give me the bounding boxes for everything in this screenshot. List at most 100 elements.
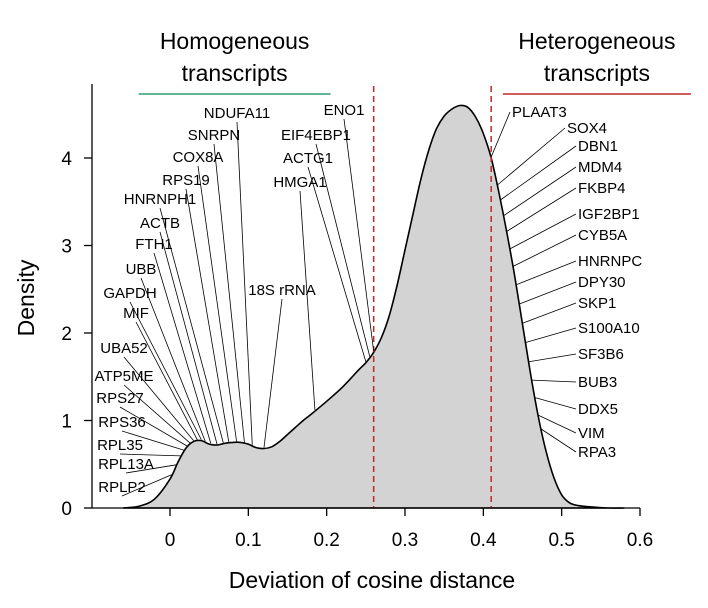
leader-line	[537, 414, 577, 434]
gene-label: RPS27	[96, 390, 144, 407]
leader-line	[497, 127, 566, 186]
gene-label: CYB5A	[578, 227, 627, 244]
leader-line	[213, 143, 245, 443]
leader-line	[531, 379, 577, 383]
gene-label: FKBP4	[578, 180, 626, 197]
y-axis-title: Density	[13, 259, 39, 336]
gene-label: IGF2BP1	[578, 206, 640, 223]
gene-label: MIF	[123, 305, 149, 322]
leader-line	[135, 321, 198, 441]
gene-label: FTH1	[135, 236, 173, 253]
gene-label: BUB3	[578, 374, 617, 391]
gene-label: ACTB	[140, 215, 180, 232]
gene-label: DPY30	[578, 274, 626, 291]
gene-label: RPA3	[578, 444, 616, 461]
gene-label: NDUFA11	[204, 105, 270, 122]
gene-label: ENO1	[324, 102, 365, 119]
leader-line	[525, 327, 577, 343]
gene-label: DDX5	[578, 401, 618, 418]
leader-line	[125, 464, 177, 474]
leader-line	[159, 207, 224, 443]
y-tick-label: 0	[61, 499, 72, 520]
y-tick-label: 2	[61, 324, 72, 345]
gene-label: ACTG1	[283, 150, 333, 167]
gene-label: PLAAT3	[512, 104, 567, 121]
leader-line	[299, 190, 316, 411]
x-tick-label: 0.5	[548, 530, 574, 551]
density-area-layer	[122, 104, 625, 509]
leader-line	[528, 353, 577, 363]
axes: 0 0.1 0.2 0.3 0.4 0.5 0.6 0 1 2 3 4	[61, 84, 653, 551]
leader-line	[121, 430, 185, 451]
gene-label: GAPDH	[103, 285, 156, 302]
gene-label: HNRNPC	[578, 253, 642, 270]
gene-label: COX8A	[173, 149, 224, 166]
leader-line	[506, 187, 577, 232]
leader-line	[490, 111, 511, 158]
gene-label: DBN1	[578, 138, 618, 155]
gene-label: RPS36	[98, 414, 146, 431]
leader-line	[119, 406, 188, 447]
leader-line	[534, 397, 577, 410]
x-axis-title: Deviation of cosine distance	[229, 567, 515, 593]
gene-label: UBB	[126, 261, 157, 278]
gene-label: RPS19	[162, 172, 210, 189]
leader-line	[516, 260, 577, 286]
gene-label: SOX4	[567, 120, 607, 137]
gene-annotations: NDUFA11 SNRPN COX8A RPS19 HNRNPH1 ACTB FTH1 UBB…	[95, 102, 642, 497]
y-tick-label: 1	[61, 412, 72, 433]
leader-line	[519, 281, 577, 305]
leader-line	[185, 188, 230, 442]
leader-line	[541, 428, 577, 453]
gene-label: VIM	[578, 425, 605, 442]
leader-line	[307, 166, 367, 362]
leader-line	[121, 474, 172, 497]
gene-label: MDM4	[578, 159, 622, 176]
x-tick-label: 0	[165, 530, 176, 551]
x-tick-label: 0.3	[392, 530, 418, 551]
leader-line	[123, 384, 191, 444]
y-tick-label: 4	[61, 149, 72, 170]
gene-label: 18S rRNA	[248, 282, 316, 299]
leader-line	[140, 277, 206, 442]
leader-line	[153, 252, 212, 444]
gene-label: SKP1	[578, 295, 616, 312]
leader-line	[129, 301, 202, 440]
leader-line	[123, 356, 194, 441]
group-title-line1: Heterogeneous	[518, 28, 675, 54]
leader-line	[197, 165, 237, 442]
leader-line	[119, 453, 181, 457]
leader-line	[503, 166, 577, 216]
gene-label: ATP5ME	[95, 368, 154, 385]
leader-line	[236, 121, 253, 445]
group-titles: Homogeneous transcripts Heterogeneous trans…	[138, 28, 691, 95]
leader-line	[263, 298, 283, 448]
gene-label: HNRNPH1	[124, 191, 197, 208]
x-tick-label: 0.4	[470, 530, 497, 551]
gene-label: UBA52	[100, 340, 148, 357]
group-title-line1: Homogeneous	[160, 28, 310, 54]
gene-label: S100A10	[578, 320, 640, 337]
leader-line	[522, 302, 577, 324]
density-curve	[122, 104, 625, 509]
x-tick-label: 0.6	[627, 530, 653, 551]
gene-label: HMGA1	[273, 174, 326, 191]
x-tick-label: 0.2	[313, 530, 339, 551]
gene-label: EIF4EBP1	[281, 127, 351, 144]
gene-label: RPLP2	[98, 479, 146, 496]
gene-label: RPL13A	[98, 456, 154, 473]
leader-line	[315, 143, 371, 357]
leader-line	[512, 234, 577, 267]
leader-line	[500, 145, 577, 201]
leader-line	[509, 213, 577, 250]
gene-label: RPL35	[97, 437, 143, 454]
gene-label: SNRPN	[188, 127, 241, 144]
leader-line	[343, 118, 375, 352]
group-title-line2: transcripts	[182, 60, 288, 86]
x-tick-label: 0.1	[235, 530, 261, 551]
gene-label: SF3B6	[578, 346, 624, 363]
y-tick-label: 3	[61, 237, 72, 258]
leader-line	[159, 231, 218, 445]
